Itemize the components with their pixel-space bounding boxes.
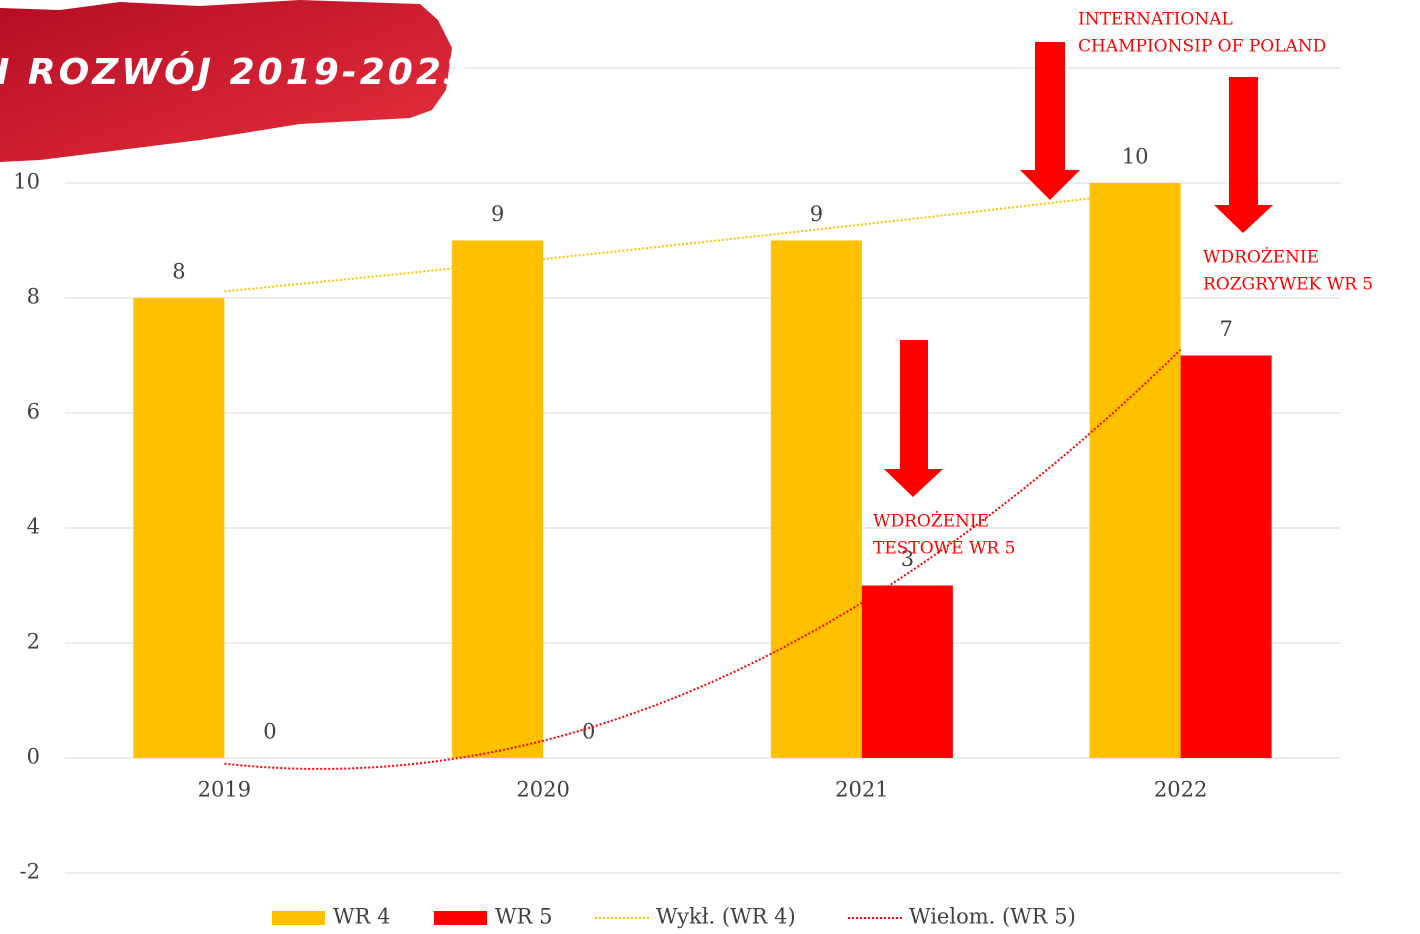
arrow bbox=[1020, 42, 1080, 200]
bar bbox=[452, 240, 544, 758]
annotation: WDROŻENIE bbox=[873, 511, 989, 532]
bar bbox=[770, 240, 862, 758]
annotation: WDROŻENIE bbox=[1203, 247, 1319, 268]
y-tick-label: 4 bbox=[27, 515, 40, 539]
title-banner: I ROZWÓJ 2019-2023 bbox=[0, 0, 472, 162]
data-label: 0 bbox=[263, 720, 276, 744]
legend-swatch bbox=[272, 911, 325, 925]
data-label: 10 bbox=[1122, 145, 1149, 169]
plot-area: -20246810122019802020902021932022107 bbox=[13, 55, 1340, 884]
bar bbox=[861, 585, 953, 758]
trendline bbox=[224, 186, 1181, 293]
x-tick-label: 2021 bbox=[835, 778, 888, 802]
annotation: ROZGRYWEK WR 5 bbox=[1203, 275, 1373, 295]
arrow bbox=[1214, 77, 1273, 233]
data-label: 9 bbox=[810, 202, 823, 226]
bar bbox=[1089, 183, 1181, 758]
annotation: CHAMPIONSIP OF POLAND bbox=[1078, 37, 1326, 57]
legend-label: WR 4 bbox=[333, 905, 390, 929]
legend-swatch bbox=[434, 911, 487, 925]
arrow bbox=[884, 340, 943, 497]
data-label: 8 bbox=[172, 260, 185, 284]
arrows bbox=[884, 42, 1273, 497]
x-tick-label: 2019 bbox=[198, 778, 251, 802]
y-tick-label: 8 bbox=[27, 285, 40, 309]
trendline bbox=[224, 349, 1182, 770]
data-label: 0 bbox=[582, 720, 595, 744]
bar bbox=[1180, 355, 1272, 758]
y-tick-label: 0 bbox=[27, 745, 40, 769]
y-tick-label: 2 bbox=[27, 630, 40, 654]
legend-label: Wielom. (WR 5) bbox=[909, 905, 1076, 929]
y-tick-label: 6 bbox=[27, 400, 40, 424]
x-tick-label: 2020 bbox=[516, 778, 569, 802]
chart-title: I ROZWÓJ 2019-2023 bbox=[0, 51, 472, 93]
data-label: 7 bbox=[1219, 317, 1232, 341]
data-label: 3 bbox=[901, 547, 914, 571]
annotation: TESTOWE WR 5 bbox=[873, 539, 1015, 559]
data-label: 9 bbox=[491, 202, 504, 226]
bar bbox=[133, 298, 225, 758]
legend-label: Wykł. (WR 4) bbox=[656, 905, 796, 929]
x-tick-label: 2022 bbox=[1154, 778, 1207, 802]
annotation: INTERNATIONAL bbox=[1078, 10, 1233, 30]
y-tick-label: -2 bbox=[20, 860, 40, 884]
banner bbox=[0, 0, 452, 162]
y-tick-label: 10 bbox=[13, 170, 40, 194]
legend-label: WR 5 bbox=[495, 905, 552, 929]
